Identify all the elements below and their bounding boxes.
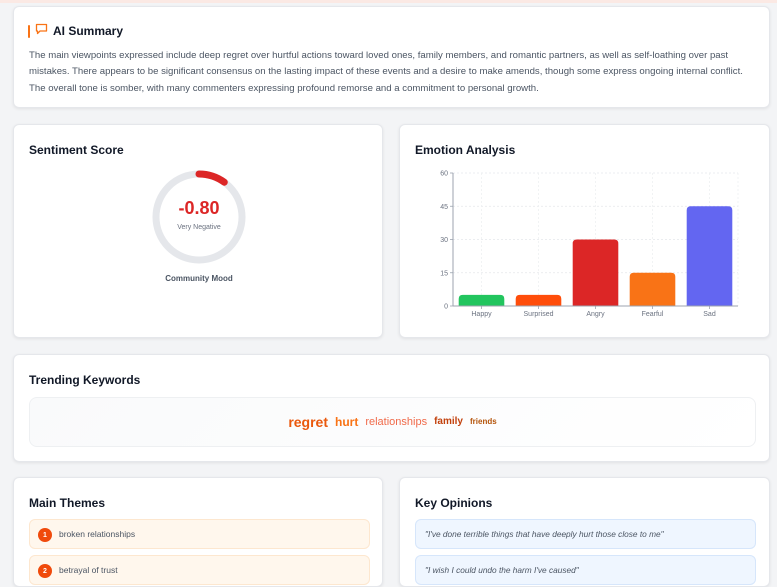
opinions-title: Key Opinions [415,496,493,510]
theme-label: betrayal of trust [59,565,118,575]
opinion-quote: "I wish I could undo the harm I've cause… [425,565,579,575]
svg-text:60: 60 [440,171,448,178]
keyword[interactable]: hurt [335,415,359,429]
themes-title: Main Themes [29,496,106,510]
svg-text:Sad: Sad [703,311,716,318]
trending-keywords-card: Trending Keywords regret hurt relationsh… [13,354,770,462]
accent-bar [28,24,30,38]
keyword[interactable]: regret [288,414,328,430]
svg-text:Angry: Angry [586,311,605,318]
ai-summary-card: AI Summary The main viewpoints expressed… [13,6,770,108]
ai-summary-text: The main viewpoints expressed include de… [29,50,743,94]
key-opinions-card: Key Opinions "I've done terrible things … [399,477,770,587]
sentiment-title: Sentiment Score [29,143,124,157]
main-themes-card: Main Themes 1 broken relationships 2 bet… [13,477,383,587]
sentiment-card: Sentiment Score -0.80 Very Negative Comm… [13,124,383,338]
svg-text:0: 0 [444,304,448,311]
sentiment-score-value: -0.80 [178,198,220,218]
emotion-bar-chart: 0 15 30 45 60 Happy Surprised Angry Fearful Sad [440,171,739,318]
keyword[interactable]: family [434,416,463,427]
bar-sad[interactable] [686,206,733,306]
svg-text:15: 15 [440,270,448,277]
bar-happy[interactable] [458,294,505,306]
svg-text:Fearful: Fearful [642,311,664,318]
theme-item: 2 betrayal of trust [29,555,370,585]
theme-number-badge: 2 [38,564,52,578]
svg-text:Happy: Happy [471,311,492,318]
ai-summary-header: AI Summary [28,22,123,40]
svg-text:45: 45 [440,204,448,211]
svg-text:30: 30 [440,237,448,244]
opinion-quote: "I've done terrible things that have dee… [425,529,664,539]
emotion-title: Emotion Analysis [415,143,516,157]
trending-title: Trending Keywords [29,373,141,387]
sentiment-label: Very Negative [177,224,221,231]
bar-fearful[interactable] [629,272,676,306]
opinion-item: "I wish I could undo the harm I've cause… [415,555,756,585]
community-mood-caption: Community Mood [165,274,233,283]
sentiment-gauge: -0.80 Very Negative [150,168,248,266]
keyword[interactable]: relationships [365,415,428,428]
keyword[interactable]: friends [470,417,497,426]
opinion-item: "I've done terrible things that have dee… [415,519,756,549]
bar-angry[interactable] [572,239,619,307]
ai-summary-title: AI Summary [53,24,124,38]
svg-text:Surprised: Surprised [524,311,554,318]
chat-bubble-icon [35,22,48,40]
theme-label: broken relationships [59,529,136,539]
bar-surprised[interactable] [515,294,562,306]
theme-number-badge: 1 [38,528,52,542]
emotion-analysis-card: Emotion Analysis 0 15 30 45 60 Happy Surprised… [399,124,770,338]
top-strip [0,0,777,3]
theme-item: 1 broken relationships [29,519,370,549]
keyword-cloud: regret hurt relationships family friends [29,397,756,447]
